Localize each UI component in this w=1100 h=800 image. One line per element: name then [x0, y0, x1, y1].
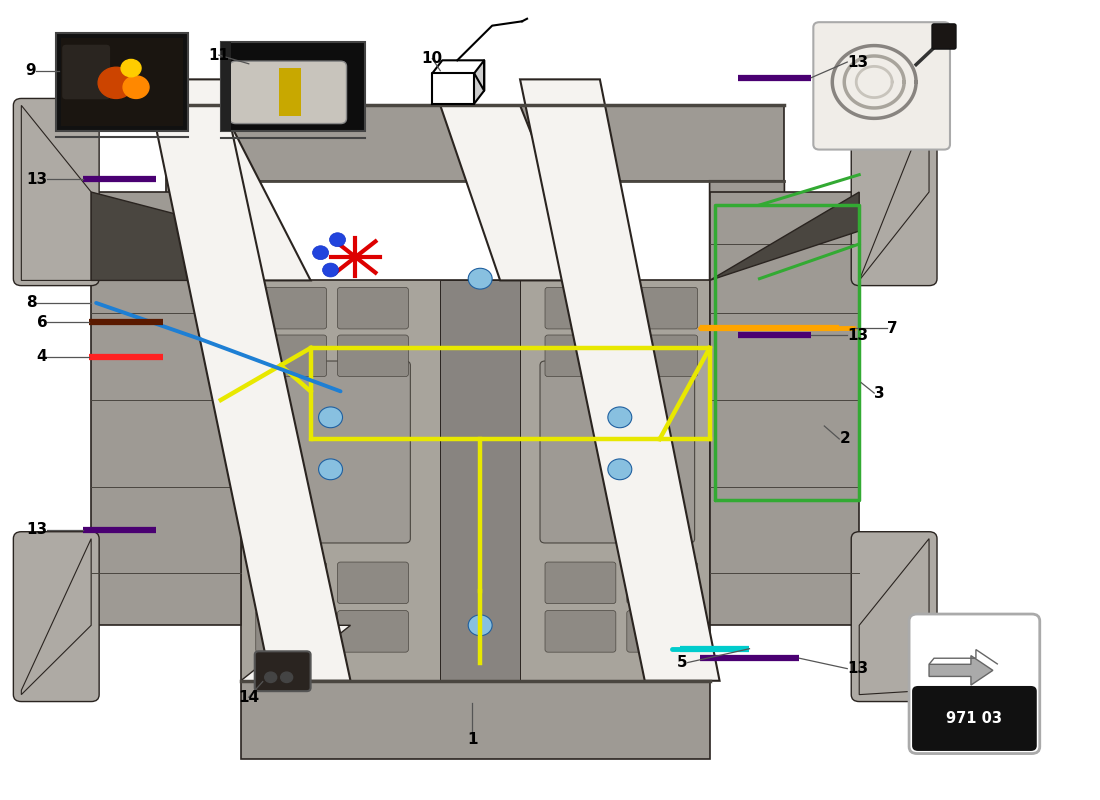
Text: 9: 9 [25, 63, 36, 78]
FancyBboxPatch shape [13, 532, 99, 702]
FancyBboxPatch shape [912, 686, 1037, 751]
Text: 6: 6 [36, 314, 47, 330]
Text: 5: 5 [676, 655, 688, 670]
Polygon shape [859, 538, 930, 694]
Polygon shape [710, 192, 859, 281]
Polygon shape [166, 106, 310, 281]
FancyBboxPatch shape [255, 610, 327, 652]
Text: parts: parts [468, 460, 632, 514]
FancyBboxPatch shape [544, 335, 616, 377]
Text: 13: 13 [847, 661, 868, 676]
FancyBboxPatch shape [627, 287, 697, 329]
Polygon shape [146, 79, 351, 681]
Bar [221, 42, 231, 131]
FancyBboxPatch shape [627, 610, 697, 652]
FancyBboxPatch shape [338, 610, 408, 652]
FancyBboxPatch shape [909, 614, 1040, 754]
Text: eurocar: eurocar [385, 380, 715, 454]
FancyBboxPatch shape [932, 24, 956, 49]
Polygon shape [21, 538, 91, 694]
FancyBboxPatch shape [627, 562, 697, 604]
Bar [278, 68, 300, 116]
Polygon shape [859, 106, 930, 281]
FancyBboxPatch shape [627, 335, 697, 377]
Text: 7: 7 [887, 321, 898, 335]
Bar [241, 681, 710, 758]
FancyBboxPatch shape [813, 22, 950, 150]
Text: 1: 1 [466, 732, 477, 747]
FancyBboxPatch shape [255, 361, 410, 543]
FancyBboxPatch shape [540, 361, 694, 543]
Circle shape [469, 268, 492, 289]
Circle shape [330, 233, 345, 246]
FancyBboxPatch shape [338, 335, 408, 377]
FancyBboxPatch shape [851, 532, 937, 702]
Bar [56, 34, 188, 130]
Text: 971 03: 971 03 [946, 711, 1002, 726]
FancyBboxPatch shape [255, 651, 310, 691]
FancyBboxPatch shape [241, 281, 710, 681]
FancyBboxPatch shape [230, 61, 346, 123]
Text: 2: 2 [839, 431, 850, 446]
Text: 14: 14 [239, 690, 260, 705]
FancyBboxPatch shape [63, 45, 110, 99]
Polygon shape [520, 79, 719, 681]
FancyBboxPatch shape [13, 98, 99, 286]
Circle shape [123, 76, 148, 98]
Polygon shape [474, 60, 484, 104]
Text: 11: 11 [208, 48, 229, 62]
Circle shape [319, 407, 342, 428]
FancyBboxPatch shape [544, 562, 616, 604]
Text: 8: 8 [25, 295, 36, 310]
Text: 13: 13 [26, 522, 47, 538]
Circle shape [312, 246, 329, 260]
Polygon shape [710, 181, 784, 281]
Text: 3: 3 [874, 386, 884, 401]
Circle shape [265, 672, 277, 682]
Circle shape [280, 672, 293, 682]
Circle shape [322, 263, 339, 277]
Circle shape [121, 59, 141, 77]
Bar [440, 281, 520, 681]
Bar [710, 192, 859, 626]
Circle shape [469, 615, 492, 636]
Text: 4: 4 [36, 349, 47, 364]
Polygon shape [166, 181, 241, 281]
FancyBboxPatch shape [544, 287, 616, 329]
Circle shape [608, 459, 631, 480]
FancyBboxPatch shape [255, 287, 327, 329]
FancyBboxPatch shape [338, 287, 408, 329]
Text: 10: 10 [421, 51, 443, 66]
Polygon shape [91, 192, 241, 281]
FancyBboxPatch shape [255, 335, 327, 377]
FancyBboxPatch shape [338, 562, 408, 604]
Bar [221, 42, 365, 131]
Bar [62, 38, 183, 126]
Text: 13: 13 [847, 54, 868, 70]
Text: 13: 13 [847, 327, 868, 342]
Bar [91, 192, 241, 626]
Circle shape [608, 407, 631, 428]
Polygon shape [241, 626, 351, 681]
FancyBboxPatch shape [851, 98, 937, 286]
FancyBboxPatch shape [255, 562, 327, 604]
Bar [166, 106, 784, 181]
Polygon shape [440, 106, 590, 281]
FancyBboxPatch shape [544, 610, 616, 652]
Polygon shape [21, 106, 91, 281]
Circle shape [98, 67, 134, 98]
Polygon shape [930, 656, 993, 685]
Text: 13: 13 [26, 171, 47, 186]
Circle shape [319, 459, 342, 480]
